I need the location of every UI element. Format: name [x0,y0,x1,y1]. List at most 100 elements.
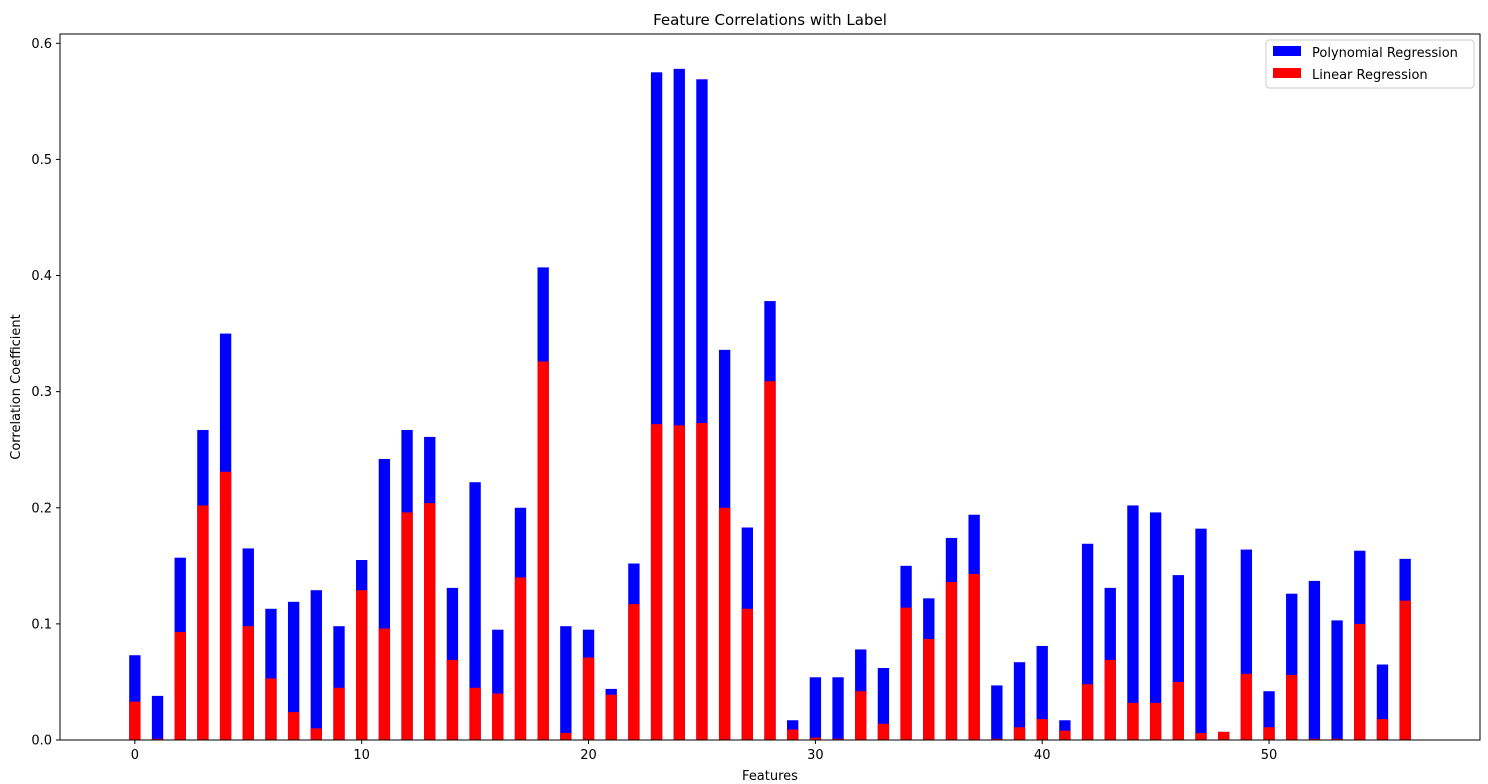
bar-linear [219,471,232,740]
bar-linear [650,424,663,740]
bar-polynomial [560,626,572,740]
bar-linear [1081,684,1094,740]
bar-linear [605,694,617,740]
y-tick-label: 0.0 [31,734,52,749]
bar-polynomial [265,608,277,740]
y-tick-label: 0.2 [31,501,52,516]
legend-box [1265,39,1475,89]
linear-regression-bars [129,361,1411,741]
legend-label-polynomial: Polynomial Regression [1312,46,1458,61]
bar-linear [1286,674,1298,740]
bar-linear [787,729,799,740]
bar-linear [1104,659,1116,740]
legend-label-linear: Linear Regression [1312,68,1428,83]
bar-linear [1399,600,1411,740]
bar-linear [560,733,572,740]
bar-polynomial [809,677,822,740]
bar-linear [333,687,345,740]
bar-polynomial [287,601,300,740]
y-tick-label: 0.5 [31,153,52,168]
bar-linear [1195,733,1207,740]
bar-polynomial [1149,512,1162,740]
bar-linear [537,361,549,740]
bar-linear [718,507,731,740]
bar-linear [1172,681,1184,740]
legend-swatch-linear [1273,68,1301,78]
bar-linear [356,590,368,740]
bar-polynomial [1172,575,1184,740]
bar-polynomial [673,68,685,741]
bar-polynomial [1331,620,1343,740]
bar-linear [514,577,527,740]
bar-linear [1308,738,1321,740]
bar-linear [1218,731,1230,740]
bar-polynomial [1127,505,1139,740]
bar-linear [628,604,640,740]
bar-linear [832,738,844,740]
bar-linear [855,691,867,740]
y-axis-ticks: 0.0 0.1 0.2 0.3 0.4 0.5 0.6 [31,37,60,749]
bar-linear [242,626,254,740]
bar-polynomial [832,677,844,740]
bar-polynomial [877,668,890,740]
y-tick-label: 0.6 [31,37,52,52]
bar-linear [378,628,391,740]
bar-linear [287,712,300,740]
bar-polynomial [1308,580,1321,740]
bar-linear [401,512,413,740]
bar-linear [809,737,822,740]
bar-polynomial [1059,720,1071,740]
x-axis-label: Features [742,769,798,784]
bar-polynomial [1286,593,1298,740]
bar-linear [197,505,209,740]
bar-linear [1036,719,1048,740]
bar-linear [310,728,322,740]
bar-linear [424,503,436,740]
bar-linear [968,573,980,740]
y-tick-label: 0.1 [31,617,52,632]
x-tick-label: 10 [353,748,370,763]
x-tick-label: 40 [1034,748,1051,763]
bar-linear [1331,738,1343,740]
bar-polynomial [1376,664,1389,740]
bar-polynomial [1195,528,1207,740]
bar-linear [1059,730,1071,740]
plot-frame [59,33,1481,741]
bar-linear [446,659,459,740]
bar-polynomial [492,629,504,740]
bar-linear [469,687,481,740]
bar-polynomial [1036,645,1048,740]
bar-linear [1263,727,1275,740]
bar-linear [151,738,164,740]
bar-linear [764,381,776,740]
bar-linear [923,638,935,740]
bar-polynomial [333,626,345,740]
bar-linear [945,582,958,740]
bar-polynomial [310,590,322,740]
chart-title: Feature Correlations with Label [653,11,887,29]
bar-polynomial [129,655,141,740]
bar-linear [741,608,753,740]
bar-polynomial [469,482,481,740]
bar-polynomial [650,72,663,740]
bar-polynomial [696,79,708,741]
bar-linear [673,425,685,740]
y-axis-label: Correlation Coefficient [9,314,24,460]
legend: Polynomial Regression Linear Regression [1265,39,1475,89]
bar-linear [877,723,890,740]
bar-polynomial [1013,662,1026,740]
bar-linear [492,693,504,740]
bar-linear [582,657,595,740]
x-tick-label: 20 [580,748,597,763]
x-tick-label: 50 [1261,748,1278,763]
bar-linear [265,678,277,740]
bar-linear [1149,702,1162,740]
bar-linear [1376,719,1389,740]
bar-linear [174,632,186,740]
x-axis-ticks: 0 10 20 30 40 50 [131,740,1278,763]
bar-linear [900,607,912,741]
bar-linear [696,423,708,740]
bar-linear [1127,702,1139,740]
bar-linear [991,738,1003,740]
bar-linear [1013,727,1026,740]
